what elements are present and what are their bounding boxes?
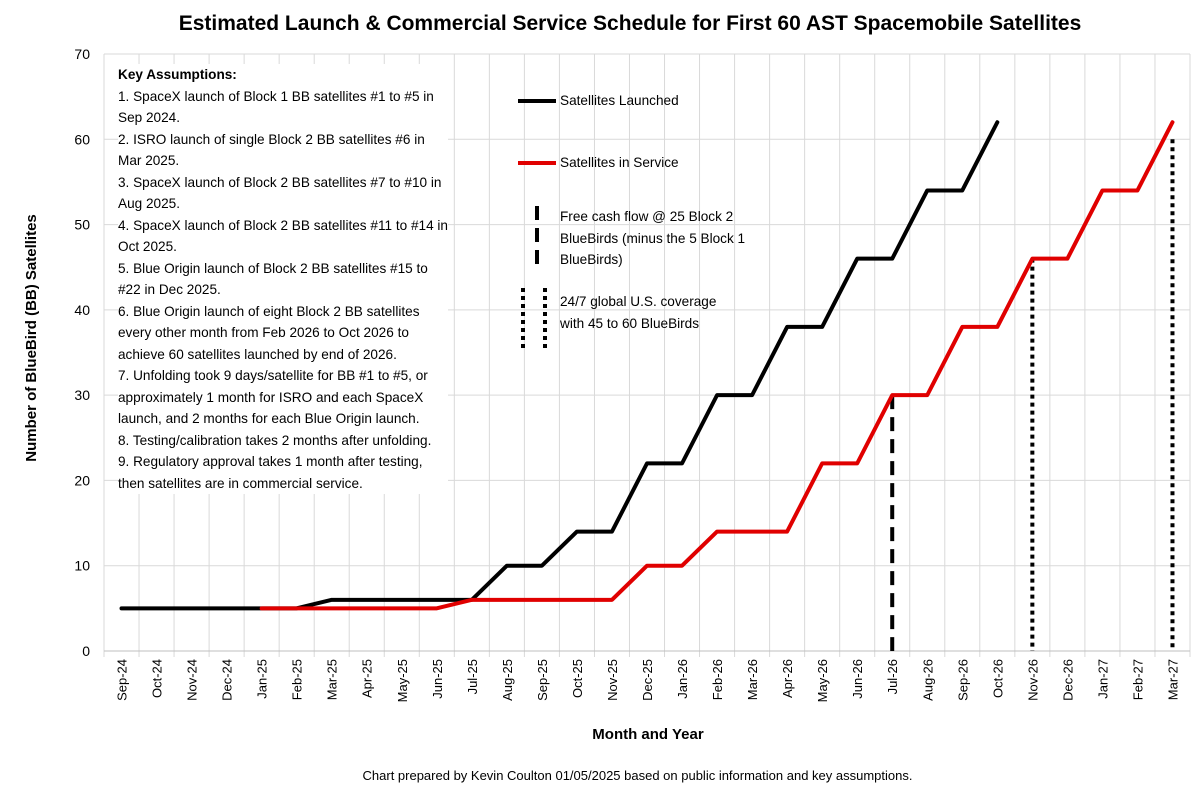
- y-tick-label: 60: [74, 131, 90, 147]
- legend-label-global-coverage: 24/7 global U.S. coverage with 45 to 60 …: [560, 294, 717, 331]
- marker-lines: [890, 139, 1175, 651]
- legend-swatches: [518, 99, 556, 352]
- x-tick-label: Feb-26: [710, 659, 725, 700]
- legend-label-in-service: Satellites in Service: [560, 155, 679, 170]
- x-tick-label: May-25: [395, 659, 410, 702]
- assumption-item: 1. SpaceX launch of Block 1 BB satellite…: [118, 88, 434, 126]
- x-tick-label: Jan-27: [1095, 659, 1110, 699]
- y-axis-label: Number of BlueBird (BB) Satellites: [23, 214, 40, 462]
- y-tick-label: 70: [74, 46, 90, 62]
- x-tick-label: Aug-26: [920, 659, 935, 701]
- key-assumptions-box: Key Assumptions: 1. SpaceX launch of Blo…: [118, 64, 448, 494]
- x-tick-label: Oct-24: [150, 659, 165, 698]
- chart-credit: Chart prepared by Kevin Coulton 01/05/20…: [362, 768, 913, 783]
- assumption-item: 5. Blue Origin launch of Block 2 BB sate…: [118, 260, 428, 298]
- x-tick-label: Nov-25: [605, 659, 620, 701]
- x-tick-label: Feb-27: [1130, 659, 1145, 700]
- legend-label-launched: Satellites Launched: [560, 93, 679, 108]
- x-tick-label: Nov-26: [1025, 659, 1040, 701]
- x-tick-label: Apr-25: [360, 659, 375, 698]
- x-tick-label: May-26: [815, 659, 830, 702]
- assumption-item: 6. Blue Origin launch of eight Block 2 B…: [118, 303, 420, 362]
- x-tick-label: Jun-25: [430, 659, 445, 699]
- x-tick-label: Feb-25: [290, 659, 305, 700]
- y-tick-label: 20: [74, 472, 90, 488]
- y-tick-label: 30: [74, 387, 90, 403]
- x-tick-label: Mar-25: [325, 659, 340, 700]
- x-tick-label: Oct-25: [570, 659, 585, 698]
- x-tick-label: Apr-26: [780, 659, 795, 698]
- x-tick-label: Jan-25: [255, 659, 270, 699]
- assumption-item: 9. Regulatory approval takes 1 month aft…: [118, 454, 423, 491]
- x-tick-label: Nov-24: [185, 659, 200, 701]
- y-tick-label: 0: [82, 643, 90, 659]
- x-tick-label: Jun-26: [850, 659, 865, 699]
- x-tick-label: Aug-25: [500, 659, 515, 701]
- x-tick-label: Sep-26: [955, 659, 970, 701]
- assumption-item: 4. SpaceX launch of Block 2 BB satellite…: [118, 217, 448, 255]
- x-tick-label: Jul-26: [885, 659, 900, 694]
- legend-label-free-cash-flow: Free cash flow @ 25 Block 2 BlueBirds (m…: [560, 209, 746, 267]
- x-tick-label: Sep-24: [115, 659, 130, 701]
- x-tick-label: Dec-26: [1060, 659, 1075, 701]
- x-tick-label: Dec-24: [220, 659, 235, 701]
- x-tick-label: Mar-27: [1165, 659, 1180, 700]
- y-tick-label: 50: [74, 217, 90, 233]
- assumptions-heading: Key Assumptions:: [118, 67, 237, 82]
- x-tick-label: Jan-26: [675, 659, 690, 699]
- assumption-item: 8. Testing/calibration takes 2 months af…: [118, 432, 432, 448]
- x-tick-label: Mar-26: [745, 659, 760, 700]
- x-axis-label: Month and Year: [592, 726, 704, 743]
- y-tick-label: 40: [74, 302, 90, 318]
- series-line-1: [259, 120, 1175, 611]
- series-lines: [119, 120, 1175, 611]
- x-tick-label: Oct-26: [990, 659, 1005, 698]
- x-tick-label: Dec-25: [640, 659, 655, 701]
- assumption-item: 3. SpaceX launch of Block 2 BB satellite…: [118, 174, 442, 212]
- x-tick-labels: Sep-24 Oct-24 Nov-24 Dec-24 Jan-25 Feb-25 Mar-…: [115, 659, 1181, 702]
- y-tick-label: 10: [74, 558, 90, 574]
- assumption-item: 2. ISRO launch of single Block 2 BB sate…: [118, 131, 425, 169]
- x-tick-label: Jul-25: [465, 659, 480, 694]
- y-tick-labels: 0 10 20 30 40 50 60 70: [74, 46, 90, 659]
- chart-title: Estimated Launch & Commercial Service Sc…: [178, 12, 1082, 35]
- assumption-item: 7. Unfolding took 9 days/satellite for B…: [118, 368, 428, 426]
- x-tick-label: Sep-25: [535, 659, 550, 701]
